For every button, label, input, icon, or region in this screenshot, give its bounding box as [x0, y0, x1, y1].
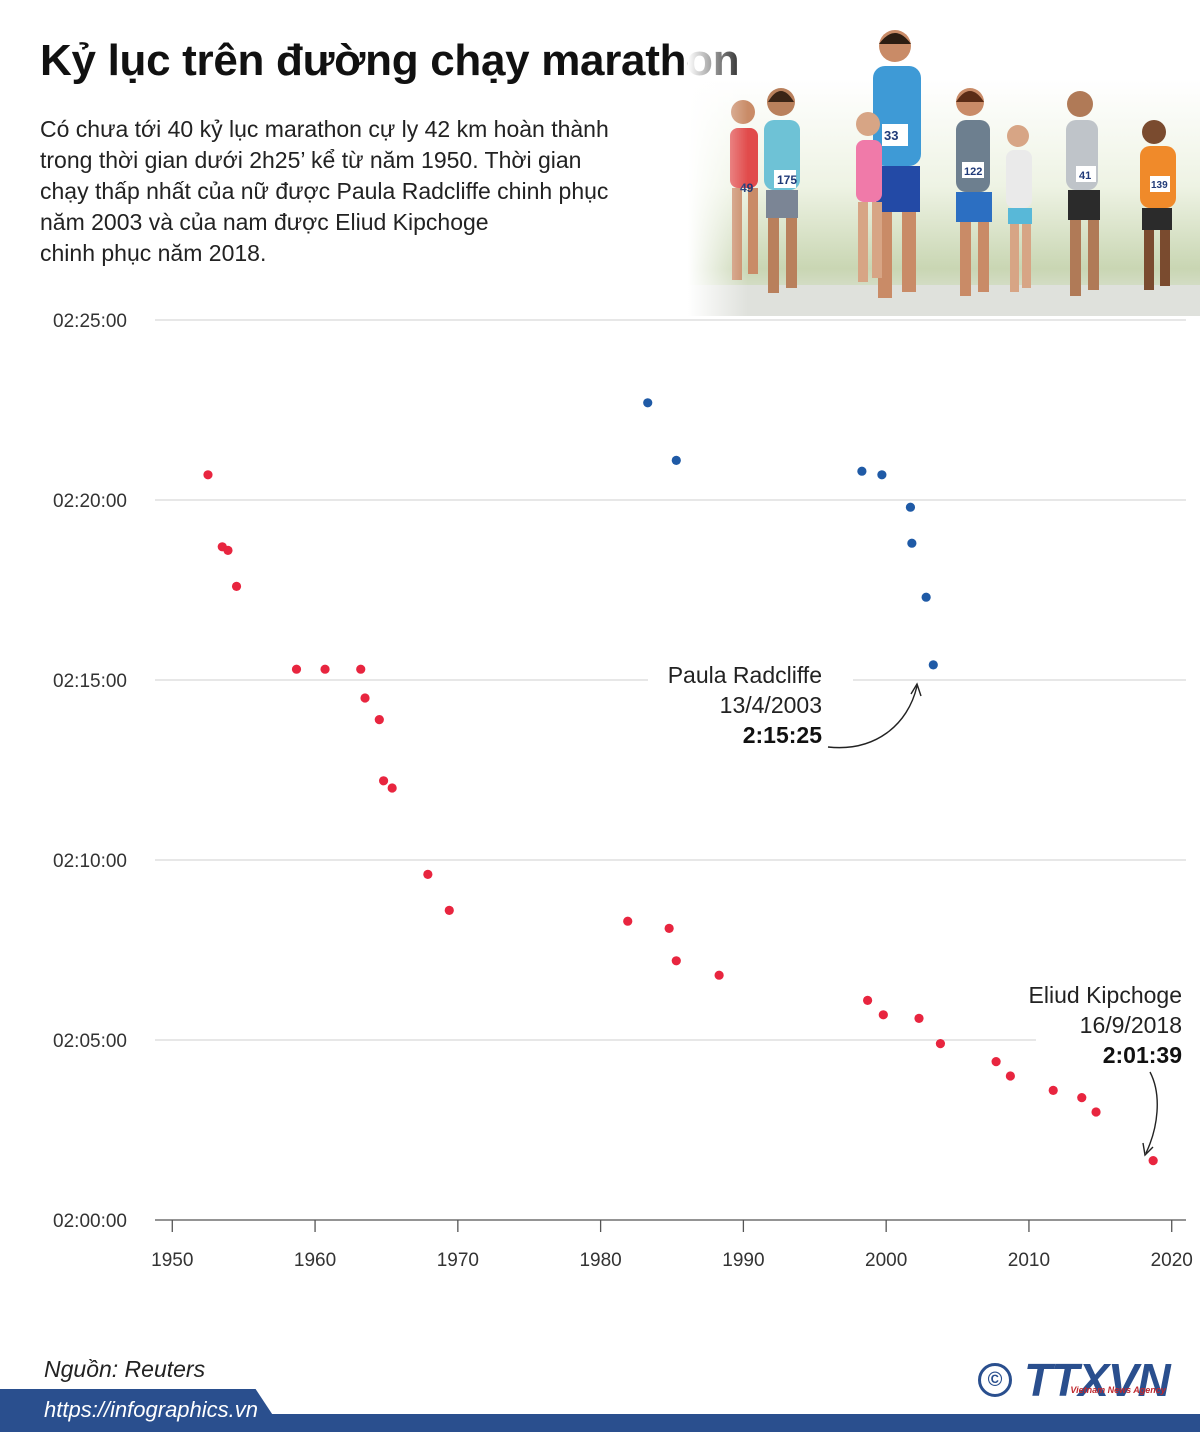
runner-figure: [1066, 91, 1100, 296]
data-point: [914, 1013, 924, 1024]
data-point: [231, 581, 242, 591]
runners-photo: 33 175 49 122 41 139: [688, 20, 1200, 316]
runner-figure: [956, 88, 992, 296]
kipchoge-arrow: [1145, 1071, 1158, 1154]
data-point: [863, 995, 873, 1006]
runner-figure: [1006, 125, 1032, 292]
data-point: [935, 1039, 946, 1049]
url-tab: [0, 1389, 284, 1432]
data-point: [1005, 1071, 1015, 1081]
data-points: [203, 398, 1158, 1166]
data-point: [378, 776, 389, 786]
data-point: [991, 1057, 1001, 1067]
data-point: [1048, 1085, 1058, 1095]
y-tick-label: 02:15:00: [53, 671, 127, 692]
data-point: [905, 502, 916, 512]
data-point: [857, 466, 867, 476]
x-tick-label: 1950: [151, 1250, 193, 1271]
data-point: [877, 470, 887, 480]
copyright-icon: ©: [978, 1363, 1012, 1397]
gridlines: [155, 319, 1186, 1041]
data-point: [223, 545, 233, 555]
data-point: [291, 664, 302, 674]
data-point: [387, 783, 397, 793]
y-tick-label: 02:10:00: [53, 851, 127, 872]
radcliffe-date: 13/4/2003: [720, 692, 822, 718]
intro-line: chinh phục năm 2018.: [40, 240, 267, 266]
radcliffe-name: Paula Radcliffe: [668, 662, 822, 688]
marathon-records-chart: 02:25:00 02:20:00 02:15:00 02:10:00 02:05:00…: [53, 311, 1200, 1271]
logo-wordmark: TTXVN Vietnam News Agency: [1024, 1354, 1171, 1406]
page-title: Kỷ lục trên đường chạy marathon: [40, 36, 740, 85]
data-point: [664, 923, 674, 934]
intro-line: năm 2003 và của nam được Eliud Kipchoge: [40, 209, 489, 235]
radcliffe-arrow: [827, 685, 918, 749]
data-point: [1077, 1093, 1087, 1103]
y-tick-label: 02:20:00: [53, 491, 127, 512]
kipchoge-date: 16/9/2018: [1080, 1012, 1182, 1038]
data-point: [921, 592, 931, 602]
x-tick-label: 1960: [294, 1250, 336, 1271]
x-tick-label: 1990: [722, 1250, 764, 1271]
data-point: [203, 470, 213, 480]
footer-band: [0, 1414, 1200, 1432]
runner-figure: [764, 88, 800, 293]
data-point: [714, 970, 724, 980]
kipchoge-time: 2:01:39: [1103, 1042, 1182, 1068]
source-note: Nguồn: Reuters: [44, 1356, 206, 1382]
data-point: [671, 455, 681, 465]
intro-text: Có chưa tới 40 kỷ lục marathon cự ly 42 …: [40, 114, 660, 269]
runner-figure: [873, 30, 921, 298]
data-point: [878, 1010, 888, 1020]
logo-text: TTXVN: [1024, 1354, 1171, 1406]
runner-figure: [856, 112, 882, 282]
annotation-mask: [1036, 1036, 1200, 1046]
bib-number: 139: [1151, 180, 1168, 191]
website-link[interactable]: https://infographics.vn: [44, 1397, 259, 1422]
x-tick-label: 2010: [1008, 1250, 1050, 1271]
data-point: [356, 664, 366, 674]
data-point: [623, 916, 633, 926]
kipchoge-name: Eliud Kipchoge: [1029, 982, 1182, 1008]
intro-line: chạy thấp nhất của nữ được Paula Radclif…: [40, 178, 609, 204]
intro-line: Có chưa tới 40 kỷ lục marathon cự ly 42 …: [40, 116, 609, 142]
data-point: [1148, 1156, 1158, 1166]
bib-number: 41: [1079, 170, 1091, 182]
data-point: [360, 693, 370, 703]
y-tick-label: 02:05:00: [53, 1031, 127, 1052]
x-tick-label: 2020: [1151, 1250, 1193, 1271]
annotations: Paula Radcliffe 13/4/2003 2:15:25 Eliud …: [648, 662, 1200, 1157]
bib-number: 175: [777, 173, 797, 187]
bib-number: 33: [884, 128, 898, 143]
data-point: [320, 664, 330, 674]
data-point: [907, 538, 917, 548]
runner-figure: [1140, 120, 1176, 290]
logo-subtitle: Vietnam News Agency: [1070, 1385, 1166, 1395]
data-point: [423, 869, 433, 880]
y-tick-label: 02:25:00: [53, 311, 127, 332]
kipchoge-arrowhead: [1142, 1142, 1154, 1157]
x-tick-label: 2000: [865, 1250, 907, 1271]
intro-line: trong thời gian dưới 2h25’ kể từ năm 195…: [40, 147, 582, 173]
ttxvn-logo: © TTXVN Vietnam News Agency: [978, 1352, 1190, 1408]
data-point: [643, 398, 653, 408]
radcliffe-arrowhead: [910, 682, 922, 697]
data-point: [444, 905, 454, 916]
data-point: [1091, 1107, 1101, 1117]
x-tick-label: 1980: [579, 1250, 621, 1271]
data-point: [671, 956, 681, 966]
x-tick-label: 1970: [437, 1250, 479, 1271]
bib-number: 122: [964, 166, 982, 178]
annotation-mask: [648, 664, 853, 750]
radcliffe-time: 2:15:25: [743, 722, 822, 748]
y-tick-label: 02:00:00: [53, 1211, 127, 1232]
axes: 02:25:00 02:20:00 02:15:00 02:10:00 02:05:00…: [53, 311, 1193, 1271]
data-point: [374, 715, 384, 725]
data-point: [928, 660, 938, 670]
